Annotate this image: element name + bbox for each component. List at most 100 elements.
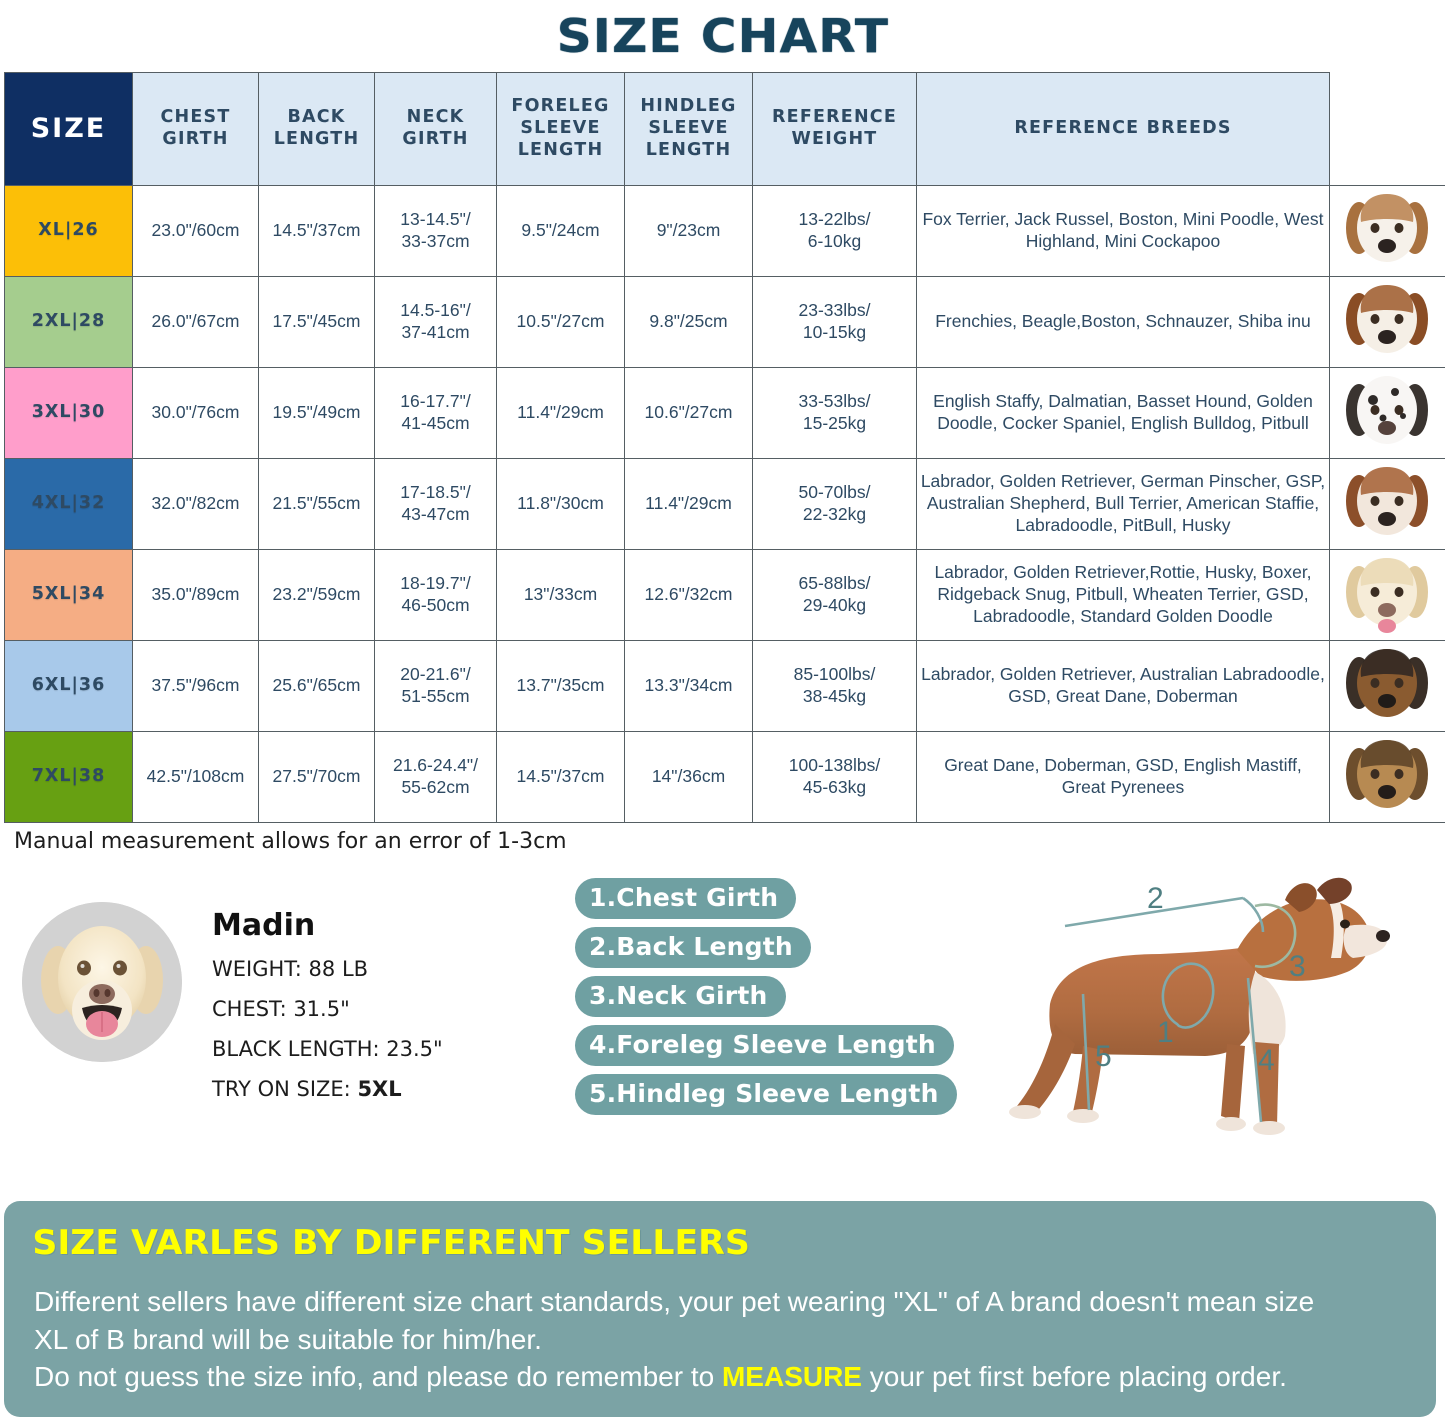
american-staffordshire-terrier-photo — [1346, 467, 1428, 535]
cell-foreleg-0: 9.5"/24cm — [496, 185, 625, 277]
cell-weight-5: 85-100lbs/38-45kg — [752, 640, 917, 732]
cell-neck-girth-3: 17-18.5"/43-47cm — [374, 458, 497, 550]
cell-foreleg-6: 14.5"/37cm — [496, 731, 625, 823]
try-on-size: 5XL — [357, 1077, 402, 1101]
banner-heading: SIZE VARLES BY DIFFERENT SELLERS — [32, 1223, 750, 1264]
german-shepherd-photo — [1346, 649, 1428, 717]
column-header-photo — [1329, 72, 1445, 186]
size-badge-5: 6XL|36 — [4, 640, 133, 732]
pet-name: Madin — [212, 908, 316, 943]
cell-back-length-5: 25.6"/65cm — [258, 640, 375, 732]
pet-try-on: TRY ON SIZE: 5XL — [212, 1077, 443, 1101]
cell-breeds-4: Labrador, Golden Retriever,Rottie, Husky… — [916, 549, 1330, 641]
pet-back-length: BLACK LENGTH: 23.5" — [212, 1037, 443, 1061]
cell-back-length-3: 21.5"/55cm — [258, 458, 375, 550]
labrador-avatar-photo — [22, 902, 182, 1062]
page-header: SIZE CHART — [0, 0, 1445, 72]
table-header-row: SIZE CHEST GIRTH BACK LENGTH NECK GIRTH … — [4, 72, 1445, 186]
cell-neck-girth-2: 16-17.7"/41-45cm — [374, 367, 497, 459]
cell-neck-girth-6: 21.6-24.4"/55-62cm — [374, 731, 497, 823]
cell-hindleg-1: 9.8"/25cm — [624, 276, 753, 368]
cell-hindleg-4: 12.6"/32cm — [624, 549, 753, 641]
cell-weight-0: 13-22lbs/6-10kg — [752, 185, 917, 277]
column-header-hindleg-sleeve-length: HINDLEG SLEEVE LENGTH — [624, 72, 753, 186]
cell-chest-girth-2: 30.0"/76cm — [132, 367, 259, 459]
diagram-marker-5: 5 — [1095, 1040, 1112, 1073]
banner-line-3-before: Do not guess the size info, and please d… — [34, 1360, 722, 1392]
size-badge-6: 7XL|38 — [4, 731, 133, 823]
cell-chest-girth-4: 35.0"/89cm — [132, 549, 259, 641]
measurement-error-note: Manual measurement allows for an error o… — [14, 829, 567, 854]
column-header-reference-weight: REFERENCE WEIGHT — [752, 72, 917, 186]
great-dane-photo — [1346, 740, 1428, 808]
cell-photo-3 — [1329, 458, 1445, 550]
banner-line-3-after: your pet first before placing order. — [861, 1360, 1287, 1392]
cell-chest-girth-5: 37.5"/96cm — [132, 640, 259, 732]
size-badge-4: 5XL|34 — [4, 549, 133, 641]
table-row: 2XL|28 26.0"/67cm 17.5"/45cm 14.5-16"/37… — [4, 276, 1445, 368]
cell-foreleg-3: 11.8"/30cm — [496, 458, 625, 550]
pet-profile-text: Madin WEIGHT: 88 LB CHEST: 31.5" BLACK L… — [212, 902, 443, 1117]
pet-weight: WEIGHT: 88 LB — [212, 957, 369, 981]
size-warning-banner: SIZE VARLES BY DIFFERENT SELLERS Differe… — [4, 1201, 1436, 1417]
diagram-marker-1: 1 — [1157, 1016, 1174, 1049]
jack-russell-terrier-photo — [1346, 194, 1428, 262]
cell-photo-2 — [1329, 367, 1445, 459]
cell-hindleg-2: 10.6"/27cm — [624, 367, 753, 459]
cell-breeds-6: Great Dane, Doberman, GSD, English Masti… — [916, 731, 1330, 823]
table-row: 5XL|34 35.0"/89cm 23.2"/59cm 18-19.7"/46… — [4, 549, 1445, 641]
size-chart-table: SIZE CHEST GIRTH BACK LENGTH NECK GIRTH … — [4, 72, 1445, 823]
cell-photo-0 — [1329, 185, 1445, 277]
legend-item-chest-girth: 1.Chest Girth — [575, 878, 797, 919]
cell-breeds-5: Labrador, Golden Retriever, Australian L… — [916, 640, 1330, 732]
cell-weight-6: 100-138lbs/45-63kg — [752, 731, 917, 823]
cell-foreleg-5: 13.7"/35cm — [496, 640, 625, 732]
measure-highlight: MEASURE — [721, 1360, 862, 1392]
cell-weight-4: 65-88lbs/29-40kg — [752, 549, 917, 641]
cell-foreleg-4: 13"/33cm — [496, 549, 625, 641]
column-header-size: SIZE — [4, 72, 133, 186]
column-header-chest-girth: CHEST GIRTH — [132, 72, 259, 186]
diagram-marker-3: 3 — [1289, 950, 1306, 983]
cell-chest-girth-1: 26.0"/67cm — [132, 276, 259, 368]
banner-body: Different sellers have different size ch… — [34, 1283, 1412, 1395]
cell-weight-3: 50-70lbs/22-32kg — [752, 458, 917, 550]
cell-photo-5 — [1329, 640, 1445, 732]
column-header-neck-girth: NECK GIRTH — [374, 72, 497, 186]
table-row: 3XL|30 30.0"/76cm 19.5"/49cm 16-17.7"/41… — [4, 367, 1445, 459]
column-header-foreleg-sleeve-length: FORELEG SLEEVE LENGTH — [496, 72, 625, 186]
cell-breeds-3: Labrador, Golden Retriever, German Pinsc… — [916, 458, 1330, 550]
cell-neck-girth-1: 14.5-16"/37-41cm — [374, 276, 497, 368]
cell-neck-girth-0: 13-14.5"/33-37cm — [374, 185, 497, 277]
beagle-photo — [1346, 285, 1428, 353]
cell-chest-girth-6: 42.5"/108cm — [132, 731, 259, 823]
legend-item-hindleg-sleeve-length: 5.Hindleg Sleeve Length — [575, 1074, 957, 1115]
size-badge-2: 3XL|30 — [4, 367, 133, 459]
pet-profile: Madin WEIGHT: 88 LB CHEST: 31.5" BLACK L… — [22, 902, 443, 1117]
measurement-legend: 1.Chest Girth 2.Back Length 3.Neck Girth… — [575, 878, 957, 1123]
avatar — [22, 902, 182, 1062]
cell-photo-4 — [1329, 549, 1445, 641]
cell-hindleg-3: 11.4"/29cm — [624, 458, 753, 550]
table-row: 7XL|38 42.5"/108cm 27.5"/70cm 21.6-24.4"… — [4, 731, 1445, 823]
cell-hindleg-0: 9"/23cm — [624, 185, 753, 277]
diagram-marker-4: 4 — [1258, 1044, 1275, 1077]
cell-back-length-6: 27.5"/70cm — [258, 731, 375, 823]
size-badge-3: 4XL|32 — [4, 458, 133, 550]
column-header-reference-breeds: REFERENCE BREEDS — [916, 72, 1330, 186]
labrador-retriever-photo — [1346, 558, 1428, 633]
cell-hindleg-5: 13.3"/34cm — [624, 640, 753, 732]
banner-line-2: XL of B brand will be suitable for him/h… — [34, 1323, 542, 1355]
legend-item-back-length: 2.Back Length — [575, 927, 811, 968]
dog-diagram-illustration: 2 3 1 4 5 — [1009, 877, 1390, 1135]
cell-neck-girth-5: 20-21.6"/51-55cm — [374, 640, 497, 732]
cell-photo-6 — [1329, 731, 1445, 823]
pet-chest: CHEST: 31.5" — [212, 997, 350, 1021]
legend-item-neck-girth: 3.Neck Girth — [575, 976, 786, 1017]
cell-back-length-1: 17.5"/45cm — [258, 276, 375, 368]
cell-chest-girth-3: 32.0"/82cm — [132, 458, 259, 550]
column-header-back-length: BACK LENGTH — [258, 72, 375, 186]
banner-line-1: Different sellers have different size ch… — [34, 1286, 1315, 1318]
cell-hindleg-6: 14"/36cm — [624, 731, 753, 823]
table-row: 6XL|36 37.5"/96cm 25.6"/65cm 20-21.6"/51… — [4, 640, 1445, 732]
